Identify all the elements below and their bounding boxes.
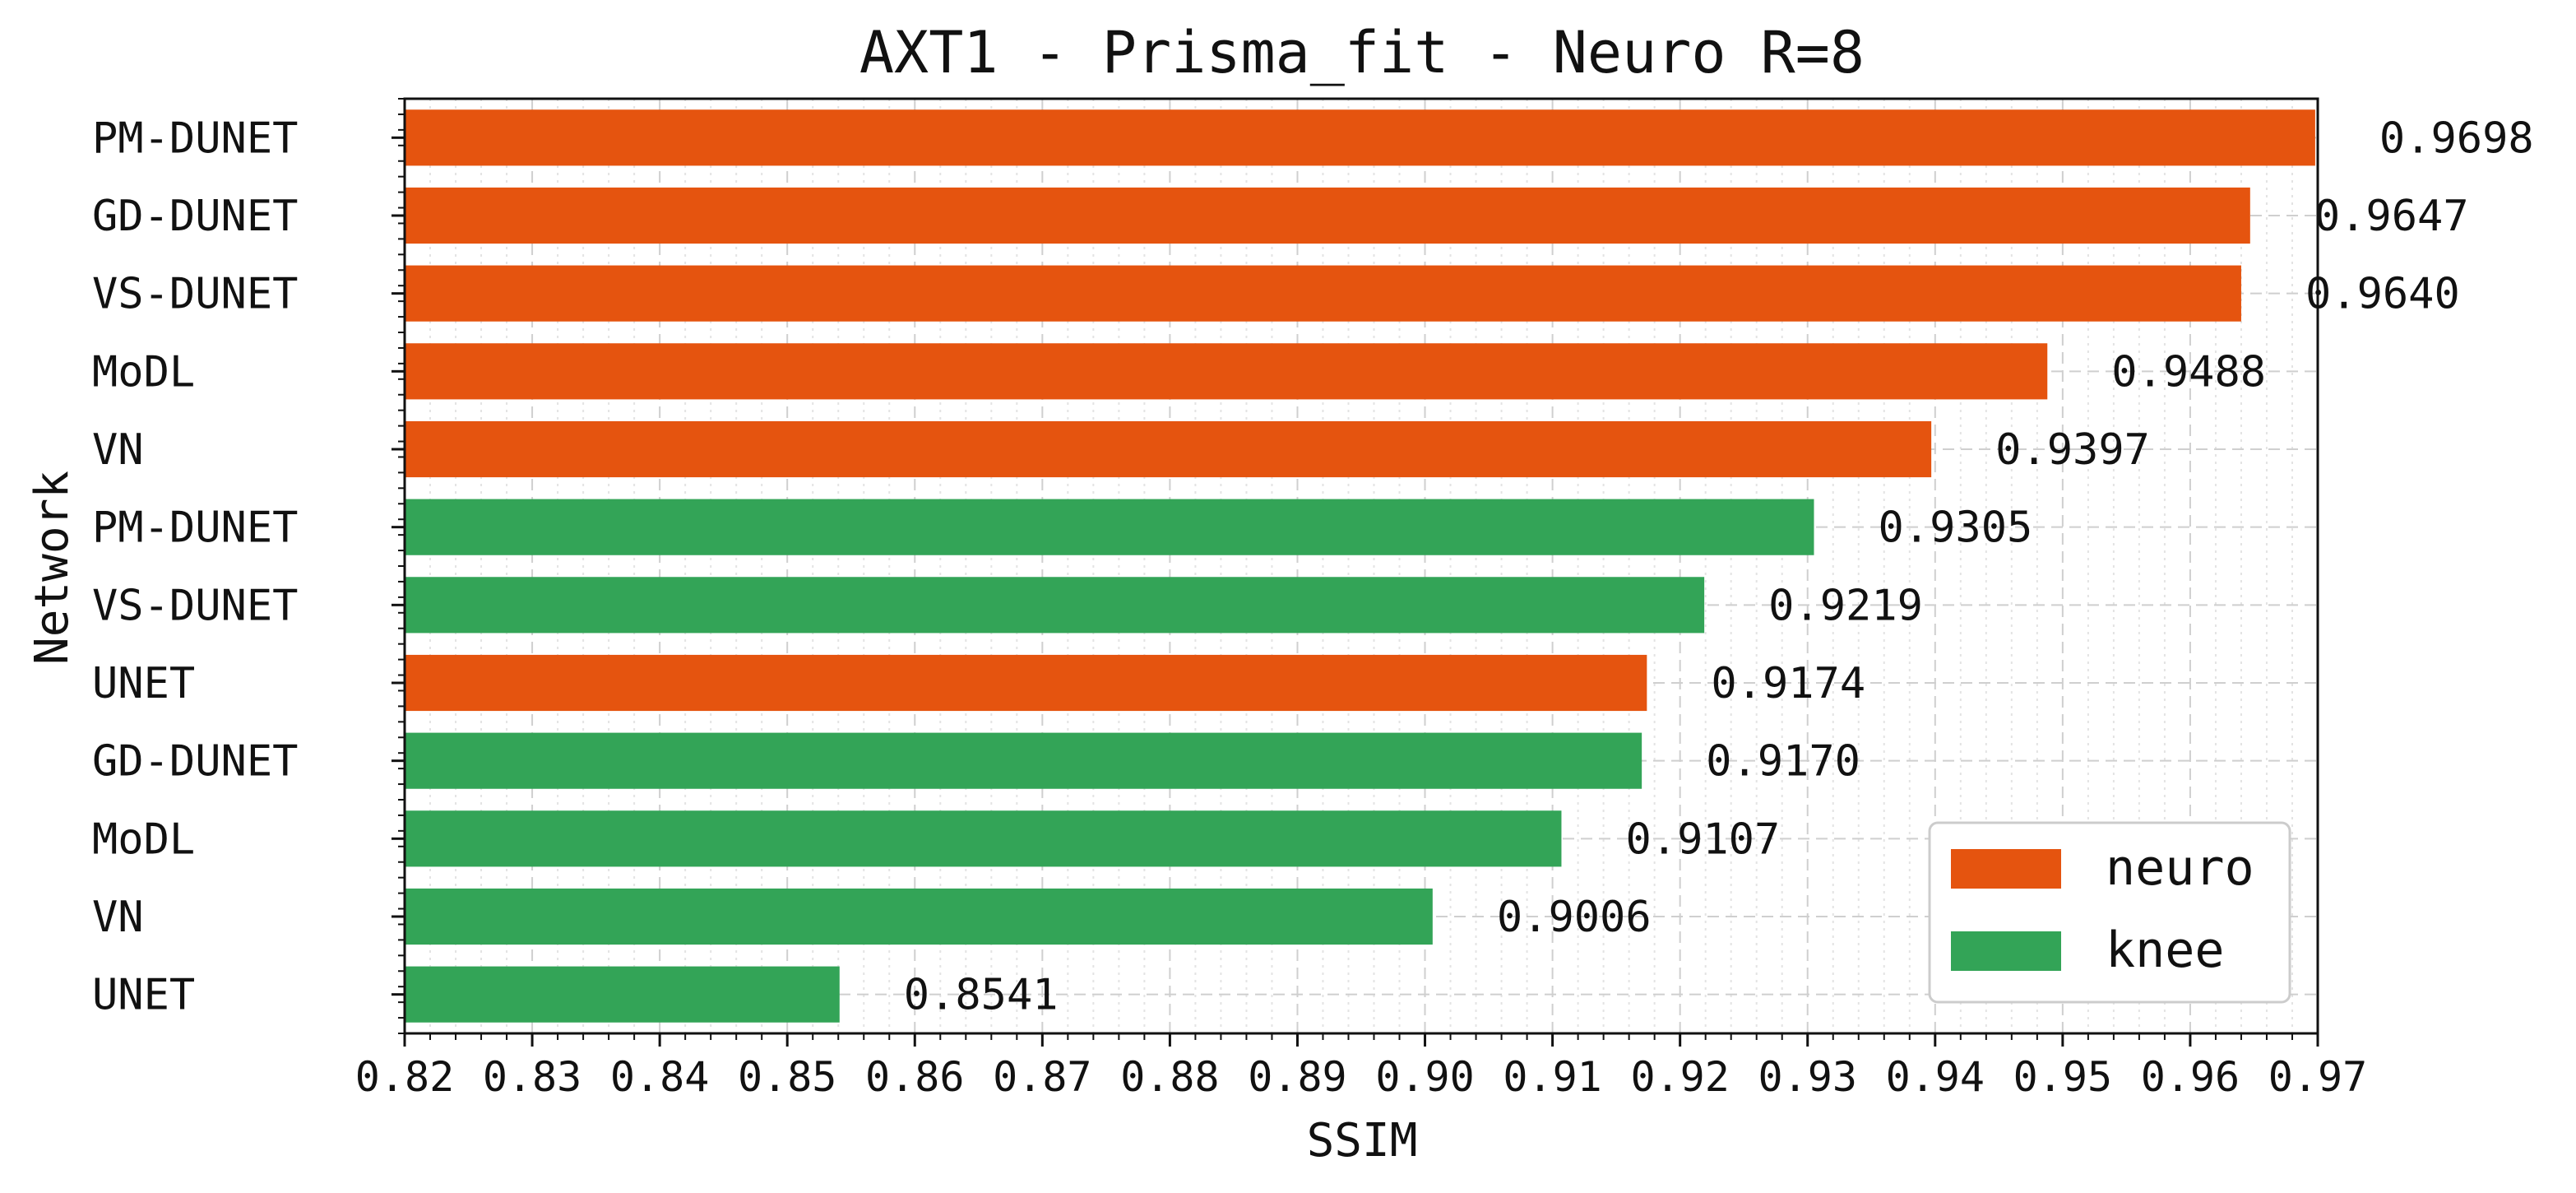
bar-knee (405, 577, 1705, 634)
bar-knee (405, 499, 1814, 555)
y-axis-ticks: PM-DUNET GD-DUNET VS-DUNET MoDL VN PM-DUNET VS… (92, 98, 405, 1034)
x-tick-label: 0.84 (610, 1053, 709, 1101)
bars-group (405, 109, 2315, 1023)
x-tick-label: 0.93 (1758, 1053, 1857, 1101)
bar-neuro (405, 187, 2250, 244)
chart-title: AXT1 - Prisma_fit - Neuro R=8 (859, 19, 1865, 86)
bar-value-label: 0.9006 (1497, 893, 1652, 942)
bar-neuro (405, 654, 1647, 712)
y-category-label: MoDL (92, 347, 195, 397)
bar-neuro (405, 265, 2241, 322)
bar-neuro (405, 343, 2048, 400)
legend-swatch-knee (1951, 931, 2061, 971)
y-category-label: UNET (92, 971, 195, 1020)
y-category-label: PM-DUNET (92, 114, 298, 163)
y-category-label: VN (92, 425, 144, 475)
y-category-label: GD-DUNET (92, 192, 298, 241)
legend-label-neuro: neuro (2106, 839, 2254, 897)
minor-gridlines (429, 99, 2293, 1033)
x-tick-label: 0.85 (738, 1053, 836, 1101)
x-tick-label: 0.86 (865, 1053, 964, 1101)
x-axis-ticks: 0.82 0.83 0.84 0.85 0.86 0.87 0.88 0.89 0.90 0.91… (355, 1033, 2367, 1101)
y-category-label: VS-DUNET (92, 270, 298, 319)
x-tick-label: 0.90 (1375, 1053, 1474, 1101)
x-tick-label: 0.87 (993, 1053, 1091, 1101)
y-category-label: GD-DUNET (92, 737, 298, 787)
legend: neuro knee (1928, 821, 2291, 1004)
bar-value-label: 0.9174 (1711, 659, 1865, 708)
bar-value-label: 0.9305 (1878, 504, 2032, 553)
x-tick-label: 0.91 (1503, 1053, 1601, 1101)
bar-value-label: 0.9107 (1625, 815, 1780, 864)
bar-value-label: 0.9397 (1995, 425, 2150, 475)
bar-value-label: 0.9647 (2314, 192, 2469, 241)
bar-knee (405, 888, 1433, 945)
bar-value-label: 0.8541 (904, 971, 1059, 1020)
y-category-label: UNET (92, 659, 195, 708)
y-axis-title: Network (25, 471, 79, 665)
bar-knee (405, 732, 1642, 789)
bar-value-label: 0.9170 (1706, 737, 1860, 787)
bar-knee (405, 810, 1562, 867)
bar-value-label: 0.9698 (2379, 114, 2534, 163)
x-tick-label: 0.95 (2013, 1053, 2112, 1101)
x-tick-label: 0.94 (1886, 1053, 1985, 1101)
x-tick-label: 0.92 (1630, 1053, 1729, 1101)
x-tick-label: 0.96 (2141, 1053, 2240, 1101)
bar-value-label: 0.9488 (2111, 347, 2266, 397)
x-tick-label: 0.88 (1120, 1053, 1219, 1101)
y-category-label: PM-DUNET (92, 504, 298, 553)
bar-neuro (405, 420, 1932, 478)
x-tick-label: 0.82 (355, 1053, 454, 1101)
y-category-label: VS-DUNET (92, 581, 298, 630)
legend-label-knee: knee (2106, 921, 2225, 979)
x-axis-title: SSIM (1307, 1114, 1418, 1167)
x-tick-label: 0.97 (2268, 1053, 2367, 1101)
bar-neuro (405, 109, 2315, 166)
bar-value-label: 0.9640 (2305, 270, 2460, 319)
bar-knee (405, 966, 840, 1023)
y-category-label: VN (92, 893, 144, 942)
legend-swatch-neuro (1951, 849, 2061, 889)
y-category-label: MoDL (92, 815, 195, 864)
value-labels-group: 0.9698 0.9647 0.9640 0.9488 0.9397 0.9305 0.92… (904, 114, 2534, 1019)
x-tick-label: 0.89 (1248, 1053, 1346, 1101)
x-tick-label: 0.83 (483, 1053, 581, 1101)
bar-value-label: 0.9219 (1768, 581, 1923, 630)
